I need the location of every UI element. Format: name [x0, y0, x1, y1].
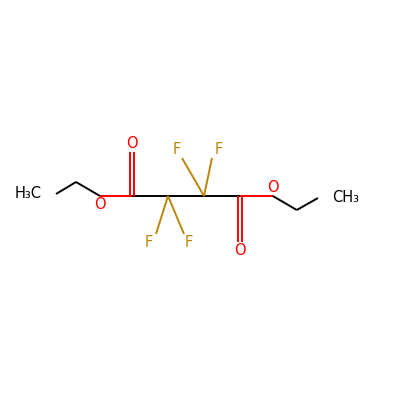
Text: F: F — [185, 234, 193, 250]
Text: O: O — [234, 243, 246, 258]
Text: F: F — [173, 142, 181, 158]
Text: O: O — [94, 197, 106, 212]
Text: CH₃: CH₃ — [332, 190, 359, 206]
Text: O: O — [267, 180, 279, 196]
Text: F: F — [145, 234, 153, 250]
Text: H₃C: H₃C — [15, 186, 42, 202]
Text: O: O — [126, 136, 138, 151]
Text: F: F — [215, 142, 223, 158]
